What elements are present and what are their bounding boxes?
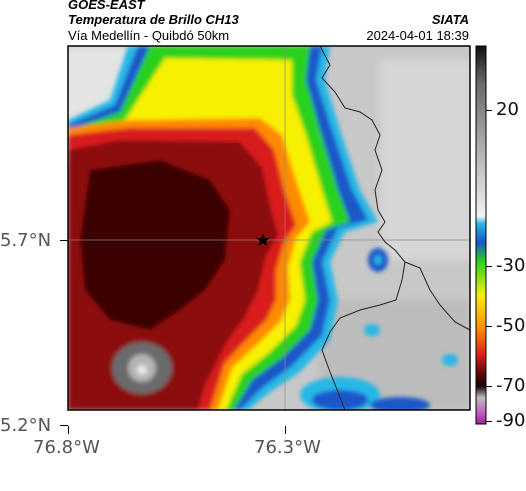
satellite-name: GOES-EAST: [68, 0, 145, 12]
product-title: Temperatura de Brillo CH13: [68, 12, 239, 27]
colorbar-label-minus-50: -50: [496, 315, 526, 336]
brand-label: SIATA: [431, 12, 469, 27]
y-tick-mark: [60, 240, 68, 241]
y-tick-label-5-2n: 5.2°N: [0, 415, 52, 436]
y-tick-mark: [60, 425, 68, 426]
colorbar-label-20: 20: [496, 99, 519, 120]
region-label: Vía Medellín - Quibdó 50km: [68, 28, 230, 43]
x-tick-mark: [68, 426, 69, 434]
colorbar-label-minus-70: -70: [496, 375, 526, 396]
x-tick-label-76-3w: 76.3°W: [254, 437, 321, 458]
x-tick-mark: [285, 426, 286, 434]
colorbar-label-minus-90: -90: [496, 410, 526, 431]
location-star-marker: [256, 233, 270, 246]
y-tick-label-5-7n: 5.7°N: [0, 230, 52, 251]
datetime-label: 2024-04-01 18:39: [366, 28, 469, 43]
colorbar-tick-mark: [486, 266, 492, 267]
colorbar-tick-mark: [486, 326, 492, 327]
colorbar-tick-mark: [486, 386, 492, 387]
colorbar-tick-mark: [486, 110, 492, 111]
colorbar-tick-mark: [486, 421, 492, 422]
colorbar-label-minus-30: -30: [496, 255, 526, 276]
x-tick-label-76-8w: 76.8°W: [33, 437, 100, 458]
